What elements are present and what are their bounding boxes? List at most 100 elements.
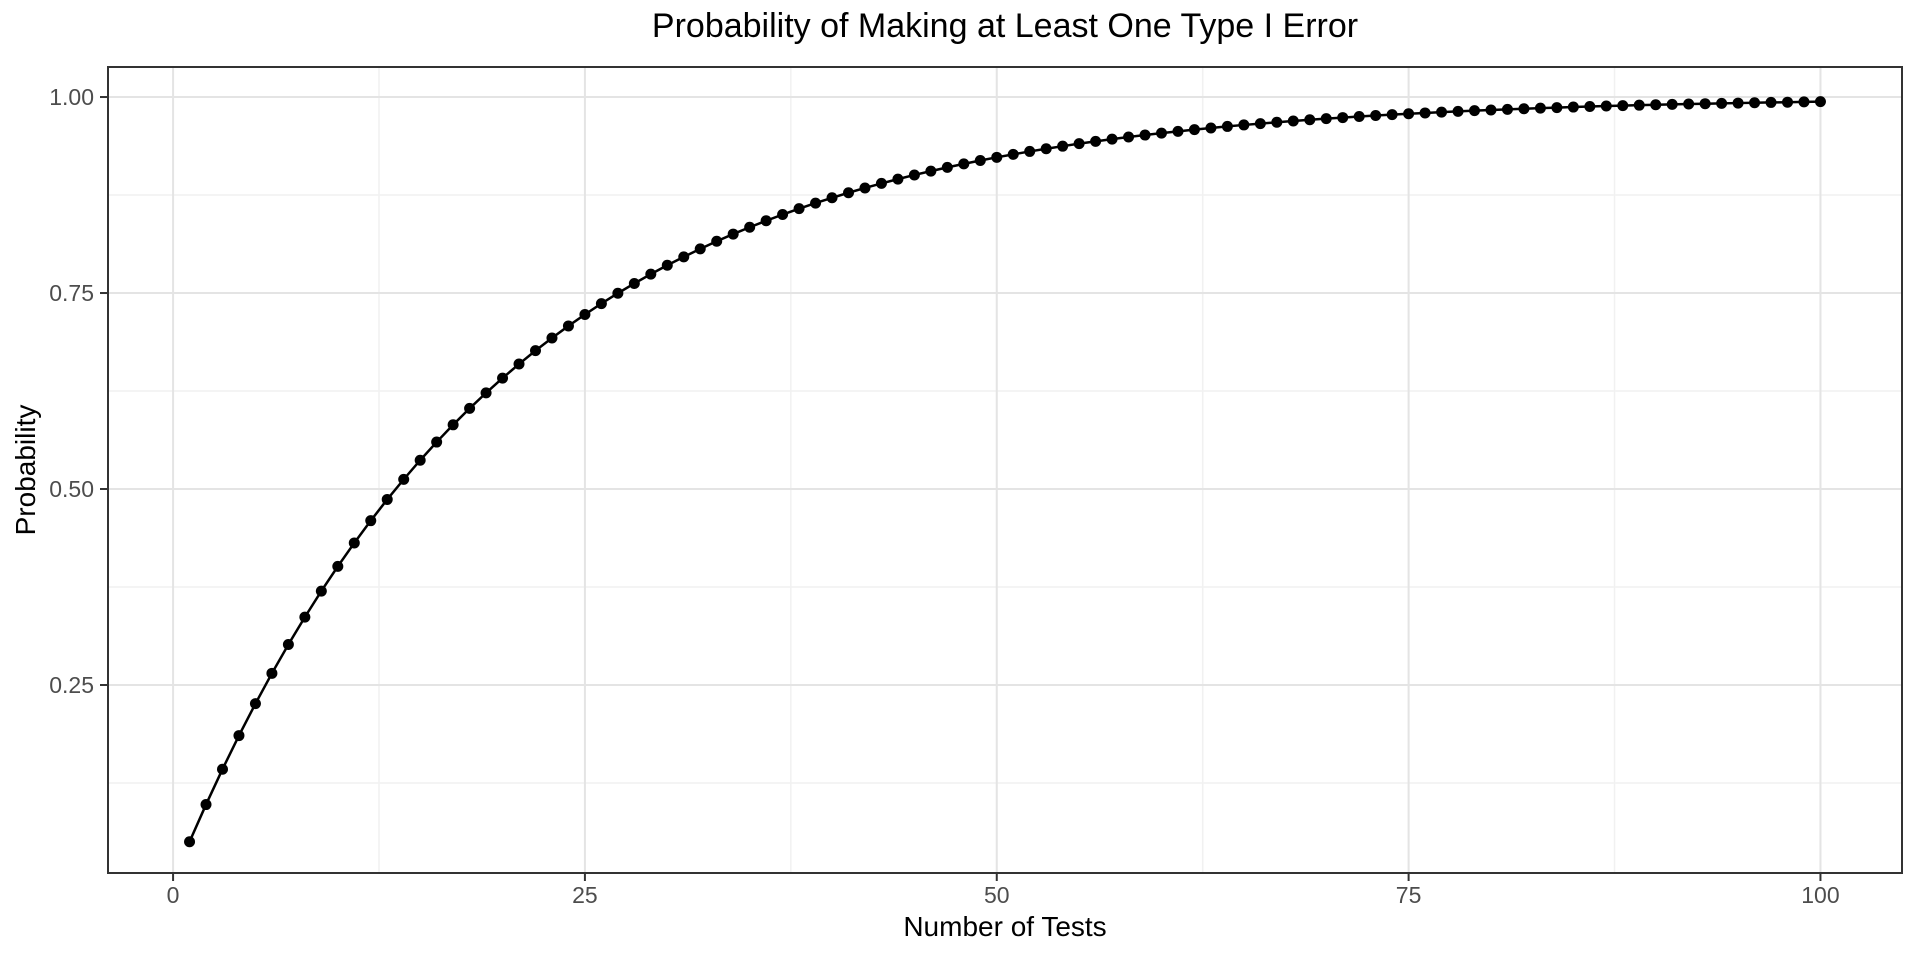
data-point — [842, 187, 854, 199]
data-point — [1765, 96, 1777, 108]
data-point — [414, 454, 426, 466]
data-point — [1287, 115, 1299, 127]
data-point — [200, 799, 212, 811]
data-line — [188, 100, 1821, 843]
data-point — [678, 251, 690, 263]
data-point — [1436, 106, 1448, 118]
data-point — [1666, 98, 1678, 110]
data-point — [1699, 98, 1711, 110]
data-point — [1650, 99, 1662, 111]
data-point — [497, 372, 509, 384]
y-axis-tick-label: 0.25 — [49, 672, 94, 698]
data-point — [282, 638, 294, 650]
data-point — [1123, 131, 1135, 143]
y-axis-tick-label: 1.00 — [49, 84, 94, 110]
data-point — [694, 243, 706, 255]
data-point — [1172, 125, 1184, 137]
data-point — [1798, 96, 1810, 108]
data-point — [1534, 102, 1546, 114]
y-axis-tick-label: 0.75 — [49, 280, 94, 306]
data-point — [1551, 102, 1563, 114]
data-point — [562, 320, 574, 332]
data-point — [1320, 113, 1332, 125]
data-point — [464, 402, 476, 414]
data-point — [1403, 108, 1415, 120]
data-point — [579, 308, 591, 320]
data-point — [348, 537, 360, 549]
data-point — [908, 169, 920, 181]
data-point — [1353, 111, 1365, 123]
data-point — [1304, 114, 1316, 126]
data-point — [1337, 112, 1349, 124]
data-point — [1485, 104, 1497, 116]
data-point — [1633, 99, 1645, 111]
data-point — [1090, 135, 1102, 147]
data-point — [793, 203, 805, 215]
data-point — [447, 419, 459, 431]
data-point — [184, 836, 196, 848]
data-point — [1024, 145, 1036, 157]
data-point — [941, 161, 953, 173]
data-point — [1271, 116, 1283, 128]
data-point — [513, 358, 525, 370]
x-axis-tick-label: 75 — [1396, 882, 1422, 908]
data-point — [1040, 143, 1052, 155]
data-point — [892, 173, 904, 185]
data-point — [760, 215, 772, 227]
data-point — [777, 209, 789, 221]
data-point — [859, 182, 871, 194]
data-point — [612, 287, 624, 299]
data-point — [645, 268, 657, 280]
data-point — [1188, 124, 1200, 136]
data-point — [727, 228, 739, 240]
data-point — [1749, 97, 1761, 109]
x-axis-title: Number of Tests — [903, 911, 1107, 942]
data-point — [875, 177, 887, 189]
data-point — [1600, 100, 1612, 112]
data-point — [266, 667, 278, 679]
data-point — [1386, 109, 1398, 121]
data-point — [365, 515, 377, 527]
data-point — [711, 235, 723, 247]
data-point — [249, 698, 261, 710]
data-point — [810, 197, 822, 209]
x-axis-tick-label: 50 — [984, 882, 1010, 908]
data-point — [744, 221, 756, 233]
data-point — [1156, 127, 1168, 139]
data-point — [1139, 129, 1151, 141]
data-point — [315, 585, 327, 597]
data-point — [1469, 105, 1481, 117]
data-point — [431, 436, 443, 448]
y-axis-title: Probability — [10, 404, 41, 536]
data-point — [1683, 98, 1695, 110]
data-point — [958, 158, 970, 170]
panel-border — [107, 66, 1903, 874]
data-point — [1106, 133, 1118, 145]
data-point — [974, 155, 986, 167]
y-axis-tick-label: 0.50 — [49, 476, 94, 502]
x-axis-tick-label: 0 — [167, 882, 180, 908]
data-point — [233, 730, 245, 742]
chart-title: Probability of Making at Least One Type … — [651, 7, 1359, 45]
data-point — [925, 165, 937, 177]
data-point — [1782, 96, 1794, 108]
data-point — [381, 493, 393, 505]
data-point — [1584, 101, 1596, 113]
data-point — [216, 763, 228, 775]
data-point — [1007, 148, 1019, 160]
data-point — [1057, 140, 1069, 152]
data-point — [1716, 97, 1728, 109]
data-point — [1617, 100, 1629, 112]
data-point — [546, 332, 558, 344]
data-point — [628, 277, 640, 289]
data-point — [1518, 103, 1530, 115]
data-point — [595, 298, 607, 310]
data-point — [1567, 101, 1579, 113]
data-point — [1254, 118, 1266, 130]
data-point — [398, 473, 410, 485]
data-point — [661, 259, 673, 271]
x-axis-tick-label: 100 — [1801, 882, 1839, 908]
data-point — [1221, 120, 1233, 132]
